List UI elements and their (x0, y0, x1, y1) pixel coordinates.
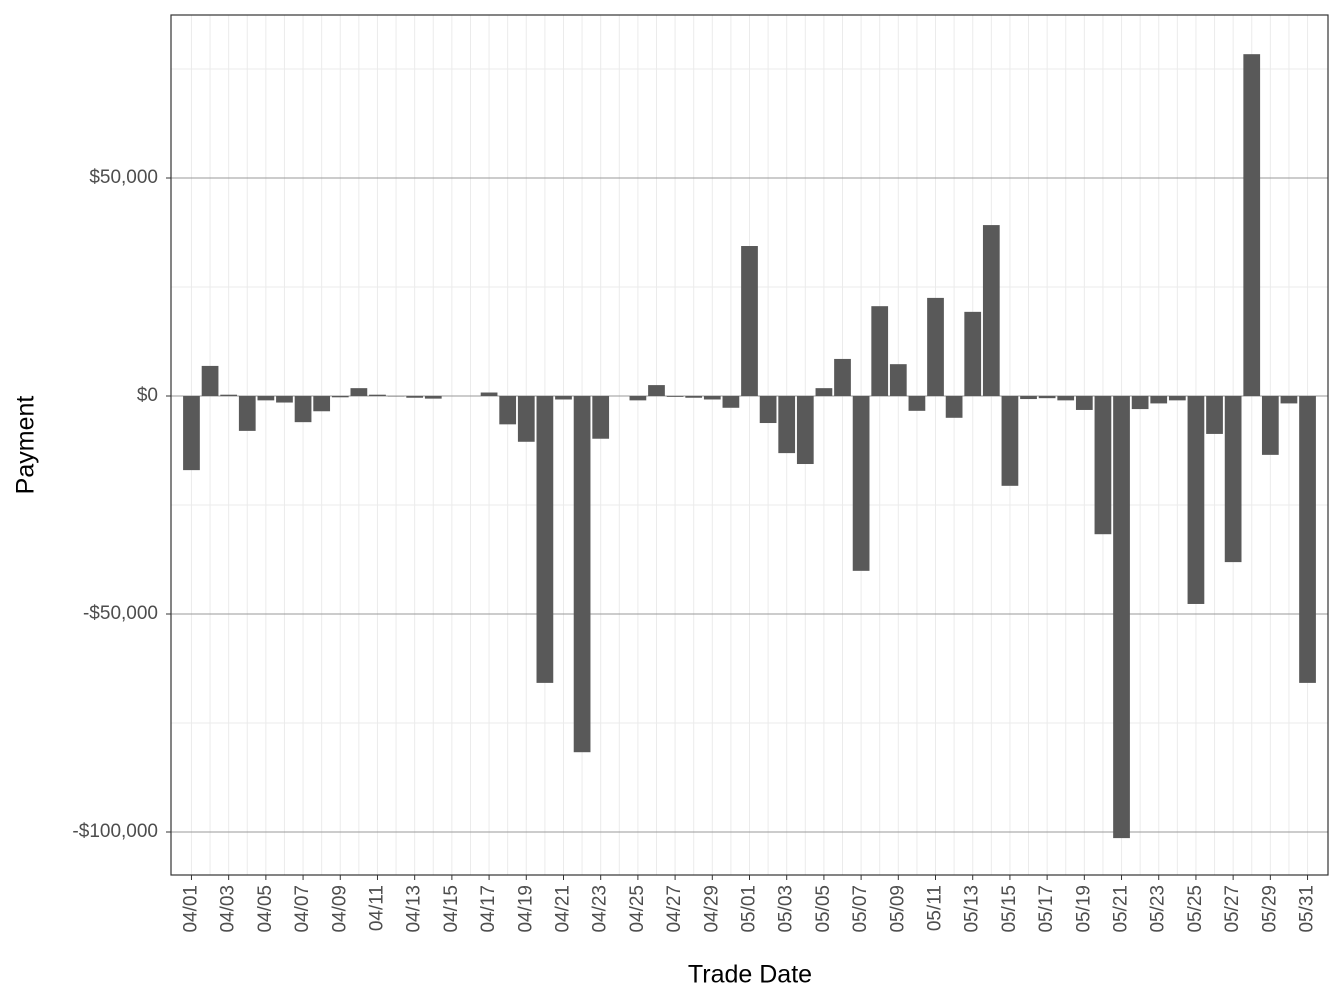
bar (1206, 395, 1223, 434)
bar (629, 395, 647, 401)
x-tick-label: 04/17 (478, 885, 499, 933)
x-tick-label: 05/21 (1111, 885, 1132, 933)
bar (350, 388, 368, 396)
bar (1299, 395, 1316, 683)
y-tick-label: -$100,000 (72, 821, 158, 842)
bar (1038, 395, 1056, 399)
x-tick-label: 04/25 (627, 885, 648, 933)
x-tick-label: 05/01 (739, 885, 760, 933)
x-tick-label: 04/23 (590, 885, 611, 933)
bar (908, 395, 926, 411)
bar (331, 395, 349, 398)
bar (536, 395, 554, 683)
x-tick-label: 05/15 (999, 885, 1020, 933)
bar (722, 395, 740, 408)
bar (1075, 395, 1093, 410)
bar (424, 395, 442, 399)
bar (1020, 395, 1037, 400)
bar (201, 365, 219, 396)
bar (517, 395, 535, 442)
x-tick-label: 05/25 (1185, 885, 1206, 933)
x-tick-label: 04/05 (255, 885, 276, 933)
bar (852, 395, 870, 571)
x-tick-label: 04/27 (664, 885, 685, 933)
bar (1280, 395, 1298, 404)
bar (1131, 395, 1149, 410)
x-tick-label: 05/13 (962, 885, 983, 933)
bar (927, 297, 944, 396)
x-tick-label: 04/19 (515, 885, 536, 933)
bar (666, 395, 684, 397)
x-tick-label: 04/07 (292, 885, 313, 933)
bar (257, 395, 275, 401)
x-tick-label: 04/01 (180, 885, 201, 933)
x-tick-label: 05/23 (1148, 885, 1169, 933)
x-tick-label: 04/03 (218, 885, 239, 933)
bar (889, 364, 907, 396)
bar (313, 395, 331, 412)
x-tick-label: 05/31 (1297, 885, 1318, 933)
bar (871, 306, 889, 396)
bar (1168, 395, 1186, 401)
bar (1224, 395, 1242, 563)
x-tick-label: 05/07 (850, 885, 871, 933)
bar (406, 395, 424, 398)
bar (703, 395, 721, 400)
bar (815, 388, 833, 396)
x-tick-label: 04/11 (366, 885, 387, 931)
x-tick-label: 04/21 (553, 885, 574, 933)
bar (573, 395, 591, 753)
bar (294, 395, 312, 423)
bar (834, 358, 851, 396)
bar (183, 395, 200, 471)
bar (964, 311, 982, 396)
bar (592, 395, 610, 439)
x-tick-label: 05/03 (776, 885, 797, 933)
bar (1243, 54, 1261, 396)
bar (741, 246, 758, 396)
bar (276, 395, 293, 403)
y-tick-label: $50,000 (89, 167, 158, 188)
x-tick-label: 04/29 (701, 885, 722, 933)
bar (1113, 395, 1130, 839)
x-tick-label: 04/09 (329, 885, 350, 933)
y-tick-label: -$50,000 (83, 603, 158, 624)
bar (759, 395, 777, 424)
bar (480, 392, 498, 396)
bar (685, 395, 703, 398)
bar (555, 395, 572, 400)
bar (1057, 395, 1075, 401)
bar (1187, 395, 1205, 604)
bar (220, 394, 238, 396)
x-tick-label: 05/17 (1036, 885, 1057, 933)
bar (945, 395, 963, 418)
bar (982, 225, 1000, 396)
x-tick-label: 05/11 (925, 885, 946, 931)
bar (648, 385, 665, 396)
x-tick-label: 04/15 (441, 885, 462, 933)
bar (1261, 395, 1279, 455)
bar (1150, 395, 1168, 404)
y-tick-label: $0 (137, 385, 158, 406)
bar (369, 394, 386, 396)
x-axis-title: Trade Date (688, 961, 812, 989)
bar (778, 395, 796, 454)
x-tick-label: 05/09 (887, 885, 908, 933)
x-tick-label: 05/27 (1222, 885, 1243, 933)
y-axis-title: Payment (12, 396, 40, 495)
x-tick-label: 05/05 (813, 885, 834, 933)
x-tick-label: 05/19 (1073, 885, 1094, 933)
bar (1001, 395, 1019, 486)
x-tick-label: 04/13 (404, 885, 425, 933)
bar (238, 395, 256, 431)
bar (1094, 395, 1112, 535)
x-tick-label: 05/29 (1259, 885, 1280, 933)
bar (499, 395, 517, 425)
bar (796, 395, 814, 465)
plot-border (170, 14, 1329, 876)
